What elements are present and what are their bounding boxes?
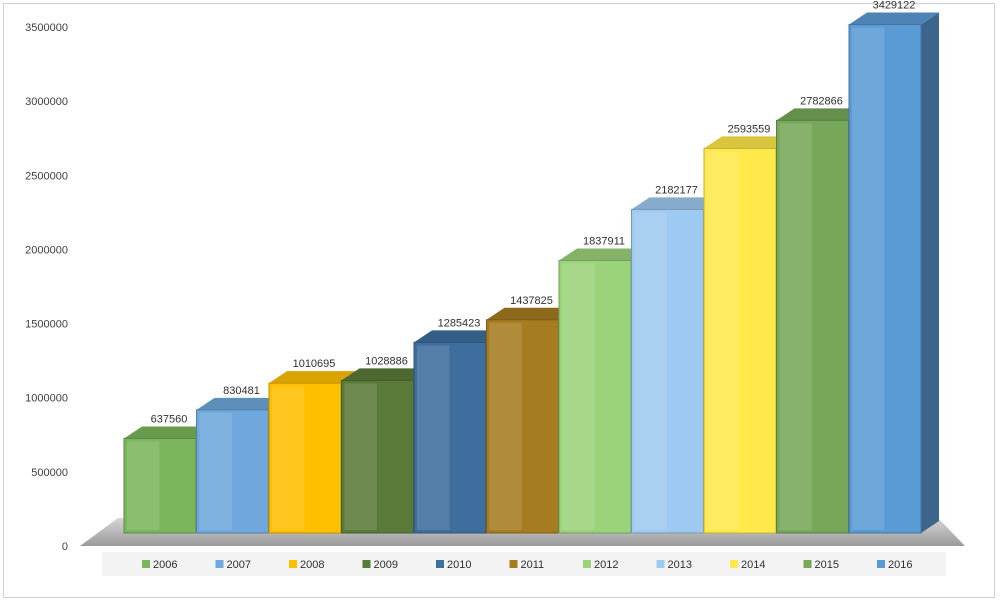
bar-top (124, 426, 214, 439)
bar-top (341, 368, 432, 381)
legend-item-2013: 2013 (656, 559, 692, 571)
bar-highlight (634, 212, 667, 531)
legend-swatch (289, 560, 297, 568)
bar-highlight (779, 123, 812, 530)
data-label-2016: 3429122 (873, 0, 916, 12)
bar-highlight (199, 412, 232, 530)
data-label-2011: 1437825 (510, 295, 553, 307)
bar-top (631, 197, 722, 210)
y-tick-label: 3500000 (25, 22, 68, 34)
bar-front (486, 319, 559, 534)
legend-label: 2010 (447, 559, 471, 571)
y-tick-label: 2000000 (25, 244, 68, 256)
data-label-2010: 1285423 (438, 317, 481, 329)
legend-item-2011: 2011 (509, 559, 545, 571)
legend-label: 2013 (668, 559, 692, 571)
legend-item-2006: 2006 (142, 559, 177, 571)
legend-swatch (583, 560, 591, 568)
legend-item-2016: 2016 (877, 559, 912, 571)
bar-top (269, 371, 359, 384)
legend-swatch (436, 560, 444, 568)
legend-swatch (509, 560, 518, 568)
data-label-2012: 1837911 (583, 235, 625, 247)
legend-item-2009: 2009 (362, 559, 398, 571)
y-tick-label: 500000 (31, 467, 68, 479)
bar-front (268, 382, 342, 534)
bar-front (703, 147, 777, 534)
bar-front (196, 409, 269, 534)
data-label-2009: 1028886 (365, 355, 408, 367)
y-tick-label: 2500000 (25, 170, 68, 182)
legend-swatch (730, 560, 738, 568)
bar-highlight (707, 151, 740, 531)
bar-top (776, 108, 867, 121)
legend-label: 2015 (815, 559, 839, 571)
bar-top (849, 12, 939, 25)
bar-highlight (417, 345, 450, 530)
legend-item-2010: 2010 (436, 559, 471, 571)
bar-front (413, 341, 487, 534)
legend-item-2015: 2015 (803, 559, 839, 571)
bar-highlight (272, 386, 305, 530)
legend-label: 2011 (521, 559, 545, 571)
legend-item-2008: 2008 (289, 559, 324, 571)
bar-front (848, 24, 922, 534)
bar-front (776, 119, 849, 534)
data-label-2007: 830481 (223, 385, 260, 397)
bar-top (559, 248, 649, 261)
legend-swatch (362, 560, 371, 568)
legend-item-2014: 2014 (730, 559, 765, 571)
bar-top (704, 136, 794, 149)
bar-highlight (489, 322, 522, 530)
y-tick-label: 0 (62, 541, 68, 553)
bar-top (414, 330, 504, 343)
legend-label: 2008 (300, 559, 324, 571)
legend-swatch (803, 560, 812, 568)
legend-label: 2012 (594, 559, 618, 571)
legend-label: 2006 (153, 559, 177, 571)
bar-highlight (127, 441, 160, 530)
bar-front (123, 437, 197, 534)
bar-top (196, 397, 287, 410)
y-tick-label: 1500000 (25, 319, 68, 331)
legend-label: 2016 (888, 559, 912, 571)
y-tick-label: 1000000 (25, 393, 68, 405)
data-label-2015: 2782866 (800, 95, 843, 107)
y-tick-label: 3000000 (25, 96, 68, 108)
legend-label: 2014 (741, 559, 765, 571)
legend-item-2007: 2007 (215, 559, 251, 571)
legend-swatch (142, 560, 150, 568)
data-label-2008: 1010695 (293, 358, 336, 370)
legend-swatch (877, 560, 885, 568)
bar-highlight (344, 383, 377, 530)
legend-swatch (656, 560, 665, 568)
legend-swatch (215, 560, 224, 568)
legend-item-2012: 2012 (583, 559, 618, 571)
bar-side (921, 12, 939, 534)
data-label-2014: 2593559 (728, 123, 771, 135)
data-label-2006: 637560 (151, 413, 188, 425)
legend-label: 2007 (227, 559, 251, 571)
data-label-2013: 2182177 (655, 184, 698, 196)
legend-label: 2009 (374, 559, 398, 571)
bar-top (486, 307, 577, 320)
bar-highlight (852, 27, 885, 531)
bar-2016 (848, 12, 939, 534)
bar-highlight (562, 263, 595, 530)
